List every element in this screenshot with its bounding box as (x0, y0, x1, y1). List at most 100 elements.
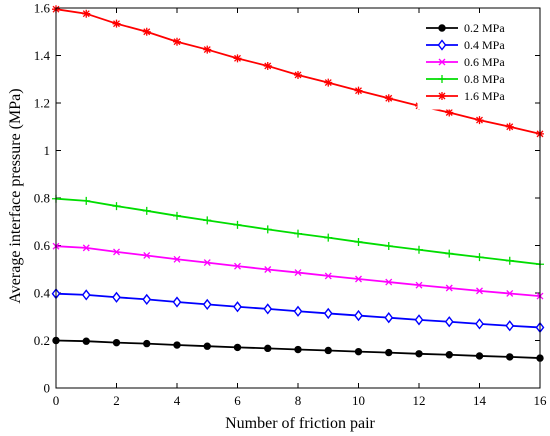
data-point (385, 348, 393, 357)
legend-marker (438, 92, 446, 100)
data-point (203, 216, 212, 225)
data-point (505, 122, 514, 131)
data-point (445, 351, 453, 359)
x-tick-label: 2 (113, 393, 120, 408)
y-tick-label: 1.4 (34, 48, 51, 63)
data-point (263, 61, 272, 70)
data-point (82, 337, 90, 345)
legend-label: 0.4 MPa (464, 38, 505, 52)
data-point (82, 244, 90, 252)
x-tick-label: 6 (234, 393, 241, 408)
data-point (82, 9, 91, 18)
data-point (324, 233, 333, 242)
data-point (233, 343, 242, 352)
x-tick-label: 16 (534, 393, 548, 408)
legend-marker (438, 24, 446, 32)
data-point (233, 54, 242, 63)
y-tick-label: 1.6 (34, 1, 51, 16)
x-tick-label: 12 (413, 393, 426, 408)
y-tick-label: 0.2 (34, 333, 50, 348)
data-point (324, 272, 332, 280)
data-point (263, 225, 272, 234)
y-tick-label: 0 (44, 381, 51, 396)
legend-label: 1.6 MPa (464, 89, 505, 103)
y-tick-label: 0.6 (34, 238, 51, 253)
data-point (384, 312, 394, 324)
data-point (505, 320, 515, 332)
data-point (294, 229, 302, 238)
data-point (112, 338, 121, 347)
data-point (82, 196, 91, 205)
data-point (324, 346, 332, 355)
x-tick-label: 8 (295, 393, 302, 408)
y-tick-label: 1.2 (34, 96, 50, 111)
data-point (476, 287, 483, 295)
data-point (142, 206, 151, 215)
data-point (294, 345, 302, 354)
y-tick-label: 0.4 (34, 286, 51, 301)
data-point (233, 220, 242, 229)
data-point (142, 27, 151, 36)
data-point (293, 305, 303, 317)
data-point (172, 296, 182, 308)
data-point (234, 262, 241, 270)
axis-ticks: 0 2 4 6 8 10 12 14 16 0 0.2 0.4 0.6 0.8 1 1.2 1.4 1.6 (34, 1, 547, 409)
legend-label: 0.2 MPa (464, 21, 505, 35)
legend: 0.2 MPa 0.4 MPa 0.6 MPa 0.8 MPa 1.6 MPa (417, 15, 527, 110)
legend-marker (438, 75, 446, 83)
data-point (475, 352, 484, 360)
data-point (233, 301, 242, 313)
legend-marker (438, 58, 446, 66)
plot-border (55, 7, 541, 389)
legend-label: 0.6 MPa (464, 55, 505, 69)
data-point (445, 284, 453, 292)
data-point (173, 255, 181, 263)
y-tick-label: 0.8 (34, 191, 50, 206)
data-point (385, 278, 393, 286)
data-point (143, 252, 151, 259)
data-point (142, 293, 152, 306)
legend-label: 0.8 MPa (464, 72, 505, 86)
data-point (263, 303, 273, 315)
y-tick-label: 1 (44, 143, 51, 158)
data-point (384, 241, 393, 250)
data-point (414, 314, 424, 326)
data-point (354, 347, 363, 356)
data-point (445, 108, 454, 117)
y-axis-label: Average interface pressure (MPa) (7, 88, 24, 303)
axes-frame (55, 7, 541, 389)
data-point (323, 307, 333, 320)
data-point (506, 290, 514, 297)
series-layer (51, 5, 545, 362)
x-tick-label: 14 (473, 393, 487, 408)
data-point (324, 78, 333, 87)
data-point (354, 309, 363, 322)
data-point (113, 248, 120, 256)
data-point (384, 94, 393, 103)
data-point (415, 281, 423, 289)
data-point (202, 298, 212, 311)
x-axis-label: Number of friction pair (225, 415, 375, 432)
data-point (112, 19, 121, 28)
data-point (475, 253, 484, 262)
data-point (505, 256, 514, 265)
data-point (444, 316, 454, 328)
data-point (81, 289, 91, 301)
data-point (445, 249, 454, 258)
data-point (294, 269, 302, 277)
data-point (173, 37, 181, 46)
series-2 (52, 242, 544, 300)
data-point (203, 45, 212, 54)
series-0 (52, 336, 544, 362)
data-point (173, 211, 181, 220)
data-point (354, 237, 363, 246)
data-point (112, 291, 121, 303)
data-point (143, 339, 151, 348)
data-point (112, 202, 121, 211)
data-point (475, 116, 484, 125)
series-3 (52, 194, 544, 269)
data-point (173, 341, 181, 349)
legend-marker (437, 39, 447, 51)
data-point (506, 353, 514, 361)
